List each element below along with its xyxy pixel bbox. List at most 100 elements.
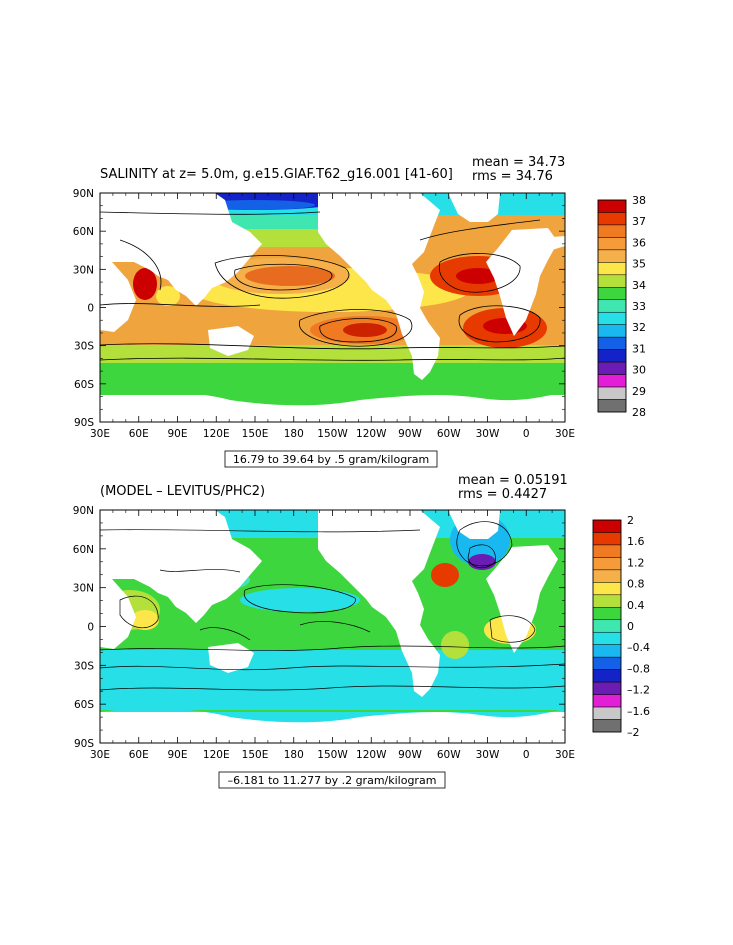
panel-2-axes: 30E 60E 90E 120E 150E 180 150W 120W 90W 60W 30W 0 30… — [73, 505, 575, 761]
y-tick-label: 30N — [73, 583, 94, 595]
colorbar-swatch — [592, 594, 622, 608]
colorbar-label: 0.8 — [627, 578, 645, 591]
y-tick-label: 90S — [74, 738, 94, 750]
y-tick-label: 60S — [74, 379, 94, 391]
colorbar-label: 2 — [627, 514, 634, 527]
x-tick-label: 150W — [317, 749, 348, 761]
panel-1: SALINITY at z= 5.0m, g.e15.GIAF.T62_g16.… — [73, 155, 646, 468]
north-atlantic-core — [456, 268, 500, 284]
panel-1-range: 16.79 to 39.64 by .5 gram/kilogram — [233, 453, 429, 466]
x-tick-label: 150E — [242, 428, 269, 440]
colorbar-swatch — [597, 274, 627, 288]
x-tick-label: 30W — [476, 749, 500, 761]
y-tick-label: 60S — [74, 699, 94, 711]
panel-2-contours — [100, 521, 565, 691]
colorbar-swatch — [592, 631, 622, 645]
colorbar-swatch — [592, 619, 622, 633]
colorbar-swatch — [592, 694, 622, 708]
panel-1-rms: rms = 34.76 — [472, 169, 553, 184]
colorbar-swatch — [592, 706, 622, 720]
colorbar-label: 0.4 — [627, 599, 645, 612]
antarctica — [100, 395, 565, 422]
y-tick-label: 60N — [73, 544, 94, 556]
north-pacific-max — [245, 266, 335, 286]
x-tick-label: 90E — [168, 749, 188, 761]
panel-2-land — [100, 510, 558, 697]
colorbar-swatch — [597, 224, 627, 238]
colorbar-label: 32 — [632, 321, 646, 334]
x-tick-label: 180 — [284, 749, 304, 761]
colorbar-swatch — [592, 519, 622, 533]
colorbar-swatch — [597, 249, 627, 263]
x-tick-label: 60W — [437, 749, 461, 761]
panel-1-title: SALINITY at z= 5.0m, g.e15.GIAF.T62_g16.… — [100, 167, 453, 182]
colorbar-swatch — [597, 262, 627, 276]
colorbar-label: 29 — [632, 385, 646, 398]
y-tick-label: 30S — [74, 341, 94, 353]
colorbar-swatch — [592, 644, 622, 658]
panel-2-mean: mean = 0.05191 — [458, 473, 568, 488]
colorbar-swatch — [592, 569, 622, 583]
colorbar-swatch — [597, 399, 627, 413]
x-tick-label: 120E — [203, 749, 230, 761]
x-tick-label: 30E — [555, 749, 575, 761]
x-tick-label: 150E — [242, 749, 269, 761]
colorbar-swatch — [597, 386, 627, 400]
x-tick-label: 90W — [398, 428, 422, 440]
y-tick-label: 90S — [74, 417, 94, 429]
x-tick-label: 0 — [523, 428, 530, 440]
colorbar-swatch — [597, 237, 627, 251]
colorbar-label: –2 — [627, 726, 640, 739]
colorbar-swatch — [597, 299, 627, 313]
colorbar-label: 30 — [632, 364, 646, 377]
panel-2-rms: rms = 0.4427 — [458, 487, 547, 502]
colorbar-label: 0 — [627, 620, 634, 633]
x-tick-label: 60W — [437, 428, 461, 440]
colorbar-swatch — [597, 311, 627, 325]
colorbar-swatch — [592, 607, 622, 621]
colorbar-swatch — [597, 374, 627, 388]
antarctic-coast-ocean-2 — [100, 708, 565, 723]
y-tick-label: 0 — [87, 622, 94, 634]
y-tick-label: 0 — [87, 303, 94, 315]
panel-1-colorbar: 38 37 36 35 34 33 32 31 30 29 28 — [597, 194, 646, 419]
panel-1-mean: mean = 34.73 — [472, 155, 565, 170]
arabian-sea-pos-core — [131, 610, 159, 630]
colorbar-swatch — [592, 557, 622, 571]
colorbar-label: 34 — [632, 279, 646, 292]
colorbar-swatch — [597, 287, 627, 301]
panel-1-range-box — [224, 450, 438, 468]
colorbar-label: 33 — [632, 300, 646, 313]
panel-2-range-box — [218, 771, 446, 789]
colorbar-label: 1.6 — [627, 535, 645, 548]
colorbar-label: 28 — [632, 406, 646, 419]
colorbar-swatch — [592, 669, 622, 683]
colorbar-label: –1.6 — [627, 705, 650, 718]
x-tick-label: 30E — [90, 749, 110, 761]
colorbar-frame — [597, 199, 627, 413]
x-tick-label: 180 — [284, 428, 304, 440]
panel-1-map — [100, 193, 565, 422]
colorbar-label: 35 — [632, 258, 646, 271]
colorbar-label: –0.8 — [627, 662, 650, 675]
arabian-sea-max — [133, 268, 157, 300]
colorbar-swatch — [592, 656, 622, 670]
antarctic-coast-ocean — [100, 391, 565, 406]
colorbar-swatch — [597, 199, 627, 213]
x-tick-label: 120W — [356, 428, 387, 440]
colorbar-swatch — [597, 336, 627, 350]
x-tick-label: 90E — [168, 428, 188, 440]
colorbar-swatch — [597, 212, 627, 226]
south-atlantic-pos — [441, 631, 469, 659]
x-tick-label: 150W — [317, 428, 348, 440]
colorbar-swatch — [597, 349, 627, 363]
y-tick-label: 30S — [74, 660, 94, 672]
x-tick-label: 120E — [203, 428, 230, 440]
colorbar-swatch — [592, 582, 622, 596]
y-tick-label: 30N — [73, 264, 94, 276]
y-tick-label: 90N — [73, 505, 94, 517]
panel-1-contours — [100, 211, 565, 361]
colorbar-swatch — [592, 544, 622, 558]
colorbar-label: –0.4 — [627, 641, 650, 654]
